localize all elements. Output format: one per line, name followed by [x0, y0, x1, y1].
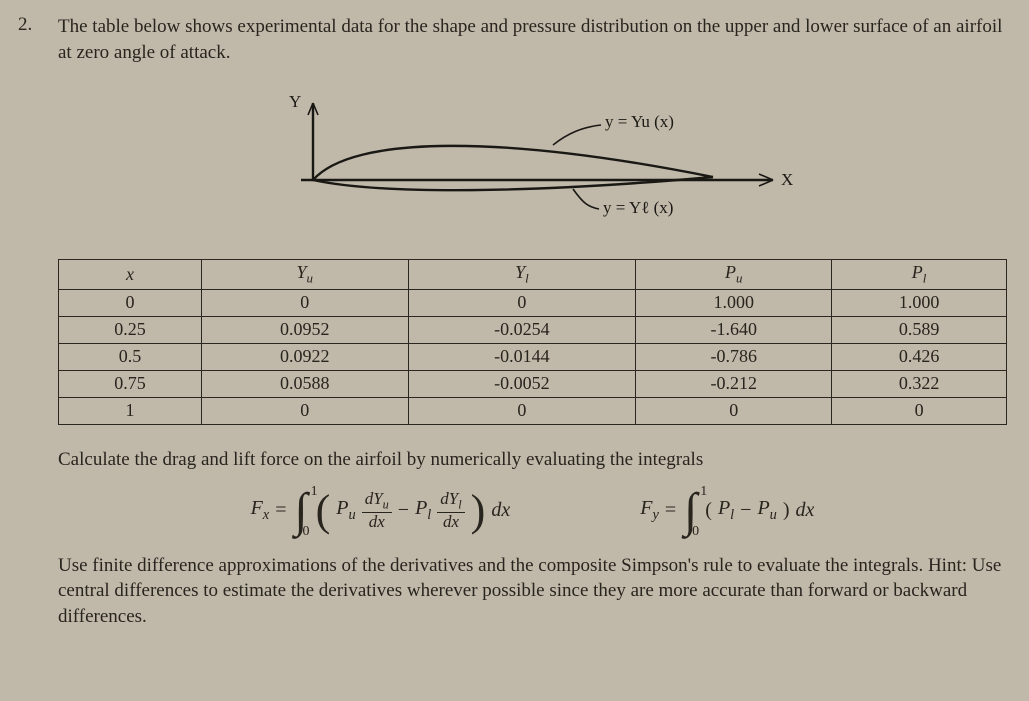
upper-surface	[313, 146, 713, 180]
table-row: 0.25 0.0952 -0.0254 -1.640 0.589	[59, 316, 1007, 343]
y-axis-label: Y	[289, 92, 301, 111]
cell: 0	[636, 397, 832, 424]
cell: -0.212	[636, 370, 832, 397]
question-number: 2.	[18, 14, 32, 36]
method-instruction: Use finite difference approximations of …	[58, 553, 1007, 630]
lower-leader	[573, 189, 599, 209]
x-axis-label: X	[781, 170, 793, 189]
cell: 0	[408, 289, 636, 316]
cell: 1	[59, 397, 202, 424]
cell: 1.000	[832, 289, 1007, 316]
col-x: x	[59, 260, 202, 290]
upper-curve-label: y = Yu (x)	[605, 112, 674, 131]
col-yu: Yu	[201, 260, 408, 290]
upper-leader	[553, 125, 601, 145]
cell: 0.426	[832, 343, 1007, 370]
calc-instruction: Calculate the drag and lift force on the…	[58, 447, 1007, 473]
airfoil-diagram-container: Y X y = Yu (x) y = Yℓ (x)	[58, 85, 1007, 235]
table-row: 1 0 0 0 0	[59, 397, 1007, 424]
col-pl: Pl	[832, 260, 1007, 290]
cell: 0	[201, 289, 408, 316]
cell: 0.0922	[201, 343, 408, 370]
cell: 0.0588	[201, 370, 408, 397]
problem-statement: The table below shows experimental data …	[58, 14, 1007, 65]
cell: 0	[832, 397, 1007, 424]
col-pu: Pu	[636, 260, 832, 290]
cell: 0.589	[832, 316, 1007, 343]
formula-fx: Fx = ∫ 1 0 ( Pu dYu dx − Pl dYl dx ) dx	[251, 487, 511, 535]
lower-curve-label: y = Yℓ (x)	[603, 198, 673, 217]
cell: 0.5	[59, 343, 202, 370]
cell: 0.322	[832, 370, 1007, 397]
cell: -0.786	[636, 343, 832, 370]
formula-fy: Fy = ∫ 1 0 ( Pl − Pu ) dx	[640, 487, 814, 535]
cell: -0.0254	[408, 316, 636, 343]
table-row: 0 0 0 1.000 1.000	[59, 289, 1007, 316]
airfoil-diagram: Y X y = Yu (x) y = Yℓ (x)	[253, 85, 813, 235]
cell: -0.0052	[408, 370, 636, 397]
cell: -1.640	[636, 316, 832, 343]
table-header-row: x Yu Yl Pu Pl	[59, 260, 1007, 290]
cell: 0	[59, 289, 202, 316]
data-table: x Yu Yl Pu Pl 0 0 0 1.000 1.000 0.25 0.0…	[58, 259, 1007, 425]
formulae-row: Fx = ∫ 1 0 ( Pu dYu dx − Pl dYl dx ) dx …	[58, 487, 1007, 535]
table-body: 0 0 0 1.000 1.000 0.25 0.0952 -0.0254 -1…	[59, 289, 1007, 424]
cell: 0.75	[59, 370, 202, 397]
cell: 1.000	[636, 289, 832, 316]
cell: 0.0952	[201, 316, 408, 343]
table-row: 0.75 0.0588 -0.0052 -0.212 0.322	[59, 370, 1007, 397]
cell: 0.25	[59, 316, 202, 343]
cell: 0	[408, 397, 636, 424]
cell: 0	[201, 397, 408, 424]
table-row: 0.5 0.0922 -0.0144 -0.786 0.426	[59, 343, 1007, 370]
integral-icon: ∫ 1 0	[684, 487, 697, 535]
integral-icon: ∫ 1 0	[294, 487, 307, 535]
cell: -0.0144	[408, 343, 636, 370]
col-yl: Yl	[408, 260, 636, 290]
